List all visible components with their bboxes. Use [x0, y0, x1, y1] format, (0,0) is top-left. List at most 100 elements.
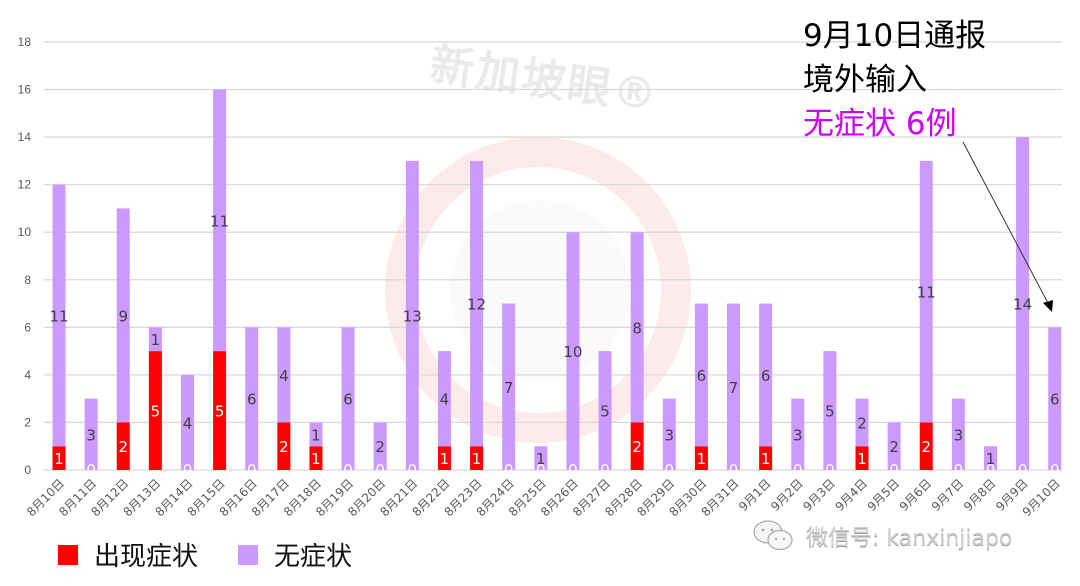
value-label-asymptomatic: 2 — [857, 414, 867, 432]
bar-group: 16 — [759, 303, 773, 470]
value-label-asymptomatic: 5 — [600, 403, 610, 421]
bar-group: 06 — [245, 327, 259, 479]
bar-group: 11 — [309, 422, 323, 470]
bar-asymptomatic — [855, 398, 869, 447]
value-label-symptomatic: 0 — [986, 461, 996, 479]
value-label-asymptomatic: 2 — [375, 438, 385, 456]
bar-group: 0 13 — [403, 160, 422, 479]
value-label-symptomatic: 0 — [504, 461, 514, 479]
bar-asymptomatic — [791, 398, 805, 470]
value-label-asymptomatic: 11 — [210, 212, 229, 230]
value-label-asymptomatic: 14 — [1013, 296, 1032, 314]
value-label-asymptomatic: 5 — [825, 403, 835, 421]
bar-asymptomatic — [534, 446, 548, 470]
bar-group: 04 — [180, 374, 194, 479]
bar-group: 16 — [694, 303, 708, 470]
x-tick-label: 9月5日 — [865, 476, 903, 514]
bar-symptomatic — [277, 422, 291, 470]
legend-swatch-red — [58, 544, 78, 565]
bar-asymptomatic — [502, 303, 516, 470]
bar-asymptomatic — [951, 398, 965, 470]
bar-group: 28 — [630, 232, 644, 470]
bar-group: 14 — [437, 351, 451, 470]
bar-group: 03 — [662, 398, 676, 479]
bar-symptomatic — [855, 446, 869, 470]
bar-asymptomatic — [437, 351, 451, 447]
bar-asymptomatic — [759, 303, 773, 447]
value-label-symptomatic: 0 — [729, 461, 739, 479]
x-tick-label: 9月6日 — [897, 476, 935, 514]
bar-group: 02 — [887, 422, 901, 479]
legend: 出现症状 无症状 — [58, 536, 392, 573]
bar-asymptomatic — [630, 232, 644, 423]
bar-symptomatic — [116, 422, 130, 470]
bar-asymptomatic — [1048, 327, 1062, 470]
bar-asymptomatic — [213, 89, 227, 352]
bar-group: 29 — [116, 208, 130, 470]
bar-group: 01 — [534, 446, 548, 479]
legend-label: 无症状 — [274, 542, 353, 572]
value-label-asymptomatic: 3 — [793, 426, 803, 444]
bar-group: 05 — [823, 351, 837, 479]
value-label-asymptomatic: 1 — [536, 450, 546, 468]
value-label-symptomatic: 0 — [86, 461, 96, 479]
value-label-asymptomatic: 13 — [403, 307, 422, 325]
value-label-symptomatic: 0 — [568, 461, 578, 479]
value-label-symptomatic: 0 — [825, 461, 835, 479]
wechat-icon — [753, 520, 793, 551]
annotation-arrow-icon — [962, 141, 1053, 312]
wechat-id: 微信号: kanxinjiapo — [806, 526, 1013, 551]
bar-group: 06 — [1048, 327, 1062, 479]
bar-group: 2 11 — [917, 160, 936, 470]
bar-asymptomatic — [727, 303, 741, 470]
bar-group: 1 12 — [467, 160, 486, 470]
value-label-symptomatic: 1 — [472, 450, 482, 468]
bar-symptomatic — [52, 446, 66, 470]
bar-group: 03 — [951, 398, 965, 479]
bar-symptomatic — [694, 446, 708, 470]
bar-asymptomatic — [116, 208, 130, 423]
x-tick-label: 9月3日 — [800, 476, 838, 514]
bar-asymptomatic — [983, 446, 997, 470]
value-label-asymptomatic: 6 — [343, 391, 353, 409]
bar-group: 07 — [502, 303, 516, 479]
bar-asymptomatic — [148, 327, 162, 352]
value-label-asymptomatic: 7 — [729, 379, 739, 397]
bar-asymptomatic — [823, 351, 837, 470]
bar-group: 03 — [84, 398, 98, 479]
value-label-asymptomatic: 11 — [49, 307, 68, 325]
bar-asymptomatic — [52, 184, 66, 447]
value-label-symptomatic: 2 — [632, 438, 642, 456]
bar-group: 07 — [727, 303, 741, 479]
value-label-symptomatic: 5 — [151, 403, 161, 421]
watermark-logo-icon — [385, 137, 691, 443]
bar-asymptomatic — [84, 398, 98, 470]
value-label-symptomatic: 0 — [343, 461, 353, 479]
y-tick-label: 18 — [18, 35, 32, 49]
value-label-symptomatic: 1 — [311, 450, 321, 468]
value-label-asymptomatic: 4 — [279, 367, 289, 385]
bar-asymptomatic — [309, 422, 323, 447]
value-label-asymptomatic: 3 — [86, 426, 96, 444]
annotation-line1: 9月10日通报 — [803, 18, 987, 54]
bar-group: 5 11 — [210, 89, 229, 470]
bar-asymptomatic — [694, 303, 708, 447]
value-label-symptomatic: 1 — [440, 450, 450, 468]
value-label-symptomatic: 0 — [600, 461, 610, 479]
bar-symptomatic — [148, 351, 162, 470]
legend-item-asymptomatic: 无症状 — [238, 536, 352, 573]
value-label-asymptomatic: 10 — [563, 343, 582, 361]
value-label-asymptomatic: 6 — [247, 391, 257, 409]
y-axis: 0 2 4 6 8 10 12 14 16 18 — [18, 35, 32, 477]
x-axis: 8月10日8月11日8月12日8月13日8月14日8月15日8月16日8月17日… — [24, 476, 1063, 519]
value-label-asymptomatic: 4 — [440, 391, 450, 409]
value-label-symptomatic: 0 — [408, 461, 418, 479]
y-tick-label: 10 — [18, 225, 32, 239]
bar-group: 01 — [983, 446, 997, 479]
bar-asymptomatic — [470, 160, 484, 447]
bar-group: 0 14 — [1013, 137, 1032, 479]
value-label-symptomatic: 0 — [247, 461, 257, 479]
value-label-asymptomatic: 9 — [118, 307, 128, 325]
value-label-symptomatic: 5 — [215, 403, 225, 421]
